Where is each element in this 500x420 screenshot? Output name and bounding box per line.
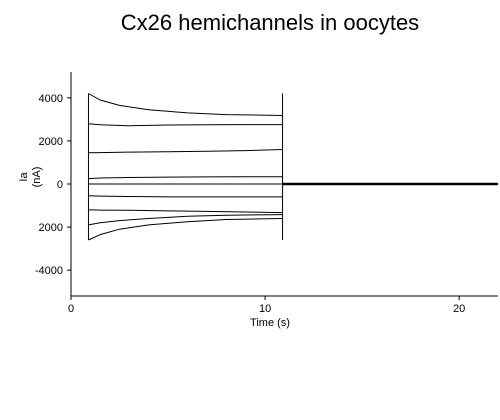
current-trace-2 bbox=[88, 123, 283, 127]
current-trace-7 bbox=[88, 214, 283, 226]
current-trace-5 bbox=[88, 195, 283, 198]
y-tick-label: 2000 bbox=[39, 136, 63, 148]
y-axis-label: Ia bbox=[18, 172, 30, 182]
y-tick-label: 2000 bbox=[39, 222, 63, 234]
current-trace-4 bbox=[88, 176, 283, 180]
x-tick-label: 10 bbox=[259, 303, 271, 315]
current-trace-6 bbox=[88, 209, 283, 214]
y-axis-unit: (nA) bbox=[31, 167, 43, 188]
y-tick-label: 4000 bbox=[39, 93, 63, 105]
y-axis: 4000 2000 0 2000 -4000 bbox=[35, 72, 72, 296]
x-axis: 0 10 20 bbox=[68, 295, 498, 315]
x-axis-label: Time (s) bbox=[250, 317, 290, 329]
current-trace-1 bbox=[88, 93, 283, 116]
chart-title: Cx26 hemichannels in oocytes bbox=[121, 10, 419, 35]
y-tick-label: 0 bbox=[57, 179, 63, 191]
x-tick-label: 20 bbox=[453, 303, 465, 315]
y-tick-label: -4000 bbox=[35, 265, 63, 277]
x-tick-label: 0 bbox=[68, 303, 74, 315]
series-layer bbox=[87, 93, 498, 241]
current-trace-8 bbox=[88, 218, 283, 241]
current-trace-3 bbox=[88, 149, 283, 154]
